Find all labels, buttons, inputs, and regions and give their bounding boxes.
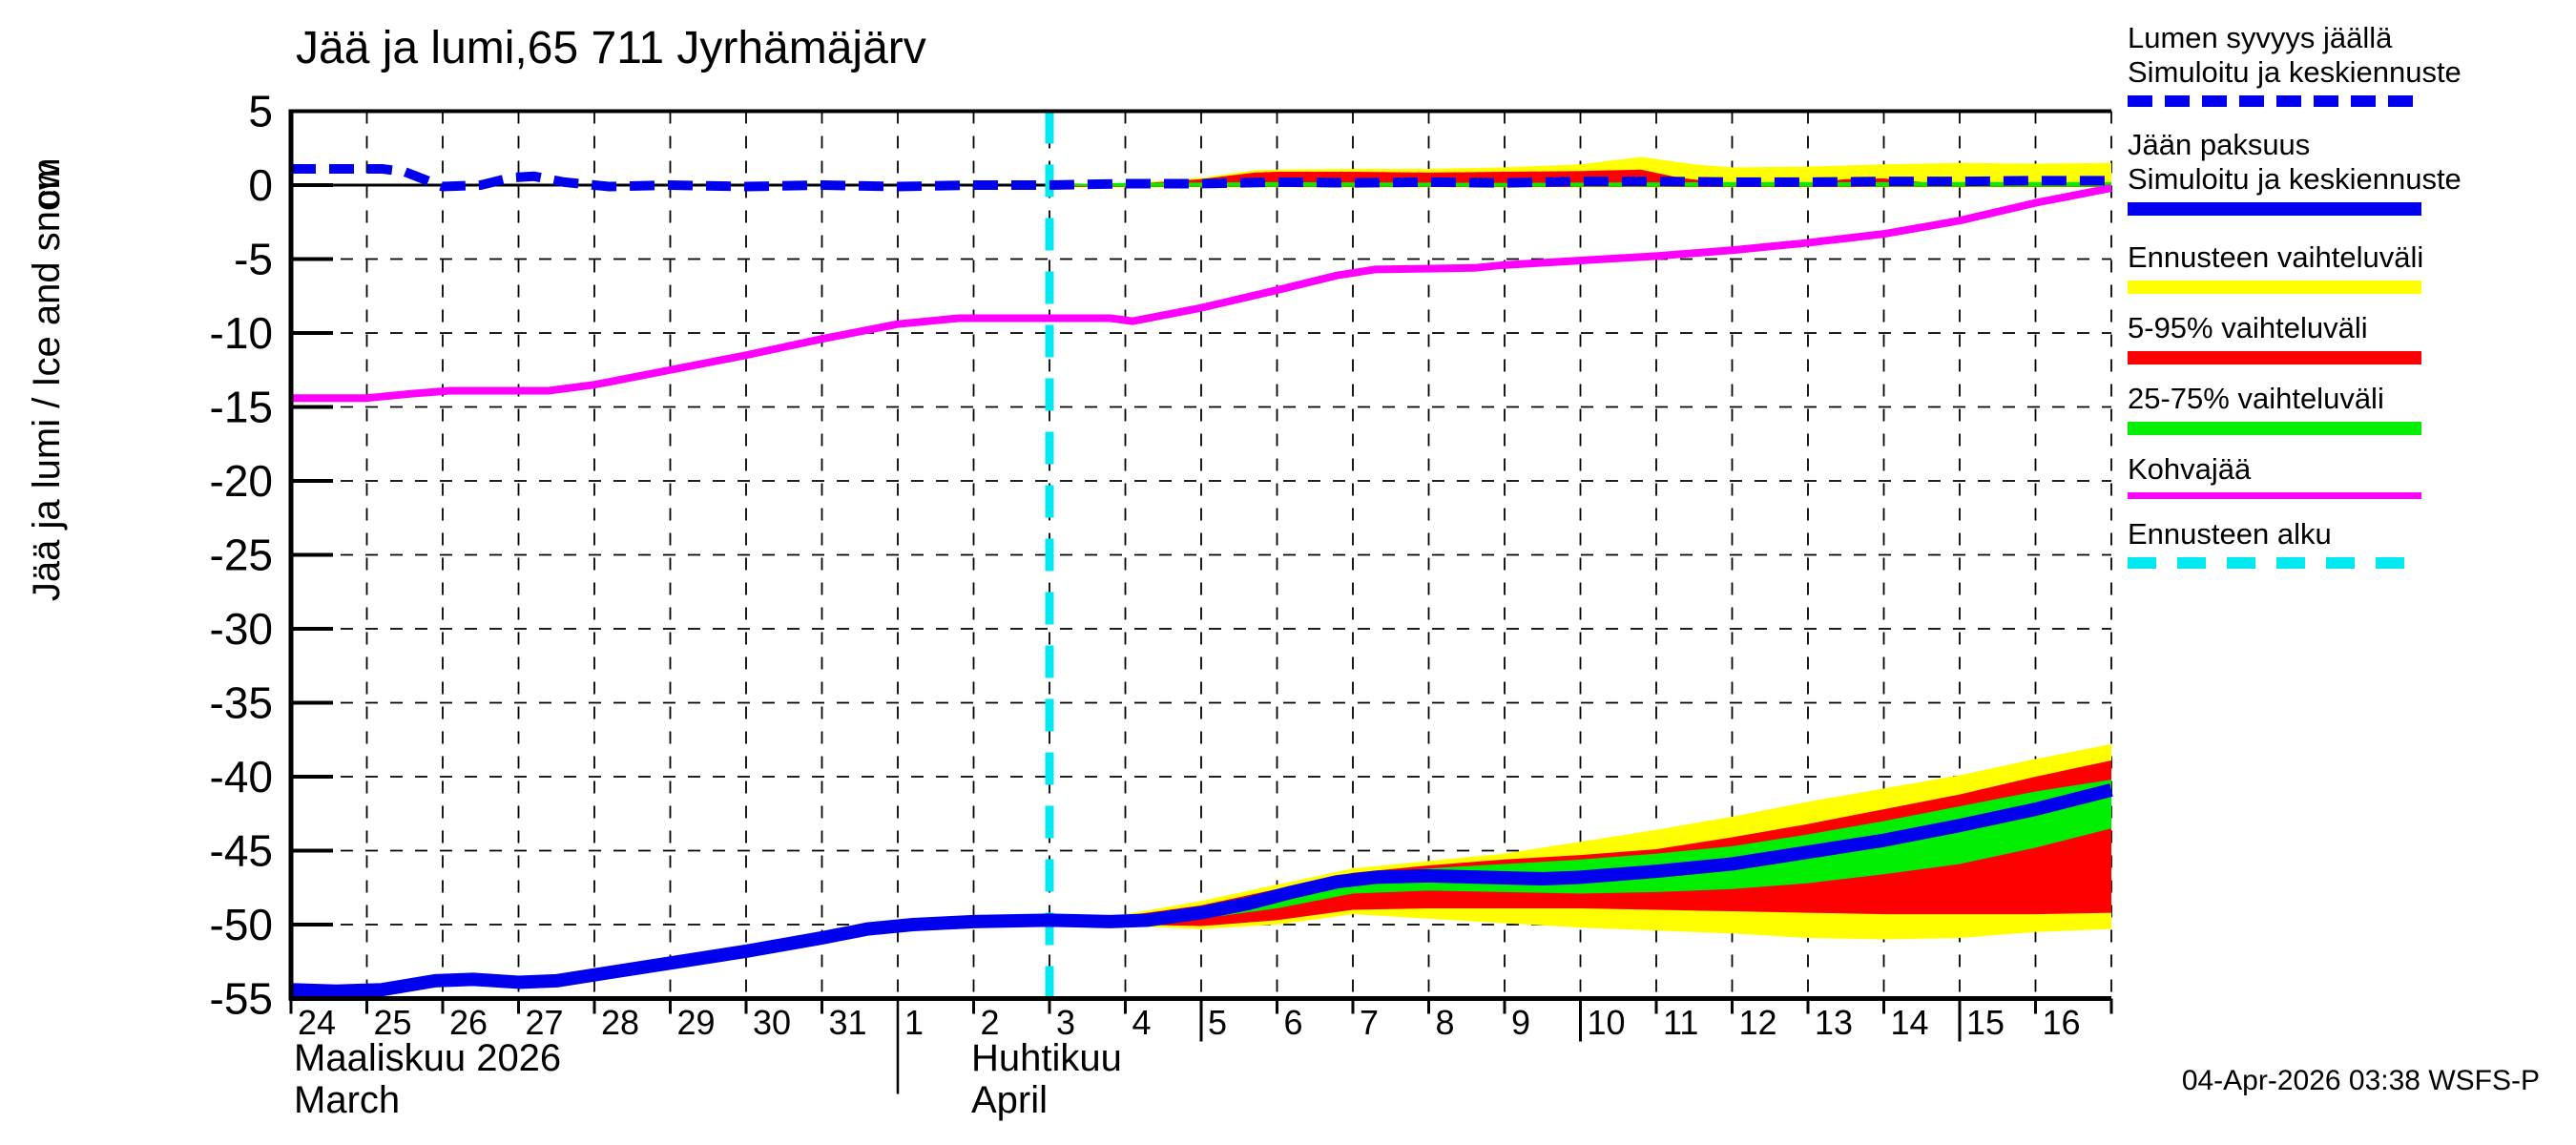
legend-item-forecast-range: Ennusteen vaihteluväli <box>2128 240 2572 294</box>
svg-text:31: 31 <box>829 1003 867 1042</box>
svg-text:9: 9 <box>1511 1003 1530 1042</box>
legend-label: 5-95% vaihteluväli <box>2128 311 2368 344</box>
y-tick-labels: 5 0 -5 -10 -15 -20 -25 -30 -35 -40 -45 -50 -55 <box>210 87 273 1024</box>
svg-text:14: 14 <box>1891 1003 1929 1042</box>
legend-item-25-75-range: 25-75% vaihteluväli <box>2128 382 2572 435</box>
svg-text:4: 4 <box>1132 1003 1152 1042</box>
legend-label: Ennusteen alku <box>2128 517 2332 551</box>
svg-text:7: 7 <box>1360 1003 1379 1042</box>
legend-label: Simuloitu ja keskiennuste <box>2128 162 2462 196</box>
gridlines <box>291 111 2112 999</box>
legend-item-kohvajaa: Kohvajää <box>2128 452 2572 499</box>
svg-text:-45: -45 <box>210 826 273 876</box>
magenta-line-sample <box>2128 492 2421 499</box>
y-axis-label: Jää ja lumi / Ice and snow <box>26 162 68 601</box>
legend-item-5-95-range: 5-95% vaihteluväli <box>2128 311 2572 364</box>
svg-text:10: 10 <box>1588 1003 1626 1042</box>
cyan-dashed-line-sample <box>2128 557 2421 569</box>
svg-text:0: 0 <box>248 160 273 210</box>
legend-label: Jään paksuus <box>2128 128 2311 161</box>
svg-text:28: 28 <box>601 1003 639 1042</box>
month-label-april-fi: Huhtikuu <box>971 1037 1122 1079</box>
svg-text:-5: -5 <box>234 235 273 284</box>
svg-text:24: 24 <box>298 1003 336 1042</box>
svg-text:26: 26 <box>449 1003 488 1042</box>
svg-text:16: 16 <box>2043 1003 2081 1042</box>
month-label-march-fi: Maaliskuu 2026 <box>294 1037 561 1079</box>
svg-text:-40: -40 <box>210 752 273 802</box>
svg-text:-30: -30 <box>210 604 273 654</box>
red-line-sample <box>2128 351 2421 364</box>
legend-label: 25-75% vaihteluväli <box>2128 382 2384 415</box>
svg-text:-50: -50 <box>210 900 273 949</box>
x-tick-labels: 24 25 26 27 28 29 30 31 1 2 3 4 5 6 7 8 9 10 11 12 13 14 15 16 <box>298 1003 2081 1042</box>
legend-label: Ennusteen vaihteluväli <box>2128 240 2424 274</box>
svg-text:5: 5 <box>248 87 273 136</box>
svg-text:30: 30 <box>753 1003 791 1042</box>
legend-label: Kohvajää <box>2128 452 2252 486</box>
svg-text:15: 15 <box>1966 1003 2005 1042</box>
timestamp: 04-Apr-2026 03:38 WSFS-P <box>2182 1065 2540 1096</box>
svg-text:2: 2 <box>981 1003 1000 1042</box>
svg-text:5: 5 <box>1208 1003 1227 1042</box>
svg-text:-55: -55 <box>210 974 273 1024</box>
svg-text:13: 13 <box>1815 1003 1853 1042</box>
data-series <box>290 163 2113 998</box>
green-line-sample <box>2128 422 2421 435</box>
svg-text:6: 6 <box>1284 1003 1303 1042</box>
blue-solid-line-sample <box>2128 202 2421 216</box>
legend: Lumen syvyys jäällä Simuloitu ja keskien… <box>2128 13 2572 624</box>
svg-text:11: 11 <box>1663 1003 1698 1042</box>
blue-dashed-line-sample <box>2128 95 2421 107</box>
legend-label: Simuloitu ja keskiennuste <box>2128 55 2462 89</box>
svg-text:-25: -25 <box>210 531 273 580</box>
legend-item-snow-depth: Lumen syvyys jäällä Simuloitu ja keskien… <box>2128 21 2572 107</box>
month-label-april-en: April <box>971 1079 1048 1121</box>
svg-text:-20: -20 <box>210 456 273 506</box>
svg-text:12: 12 <box>1739 1003 1777 1042</box>
svg-text:-15: -15 <box>210 383 273 432</box>
month-label-march-en: March <box>294 1079 400 1121</box>
svg-text:3: 3 <box>1056 1003 1075 1042</box>
svg-text:1: 1 <box>904 1003 924 1042</box>
legend-item-forecast-start: Ennusteen alku <box>2128 517 2572 569</box>
legend-item-ice-thickness: Jään paksuus Simuloitu ja keskiennuste <box>2128 128 2572 216</box>
axes-and-ticks <box>288 109 2113 1094</box>
svg-text:-10: -10 <box>210 308 273 358</box>
legend-label: Lumen syvyys jäällä <box>2128 21 2393 54</box>
svg-text:25: 25 <box>374 1003 412 1042</box>
svg-text:-35: -35 <box>210 678 273 728</box>
svg-text:27: 27 <box>526 1003 564 1042</box>
chart-title: Jää ja lumi,65 711 Jyrhämäjärv <box>296 23 926 73</box>
svg-text:29: 29 <box>677 1003 716 1042</box>
yellow-line-sample <box>2128 281 2421 294</box>
y-axis-unit-label: cm <box>26 157 68 208</box>
svg-text:8: 8 <box>1436 1003 1455 1042</box>
